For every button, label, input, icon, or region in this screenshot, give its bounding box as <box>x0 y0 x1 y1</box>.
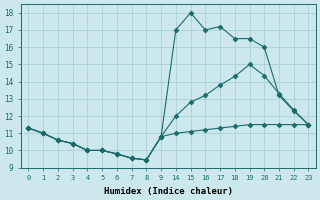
X-axis label: Humidex (Indice chaleur): Humidex (Indice chaleur) <box>104 187 233 196</box>
